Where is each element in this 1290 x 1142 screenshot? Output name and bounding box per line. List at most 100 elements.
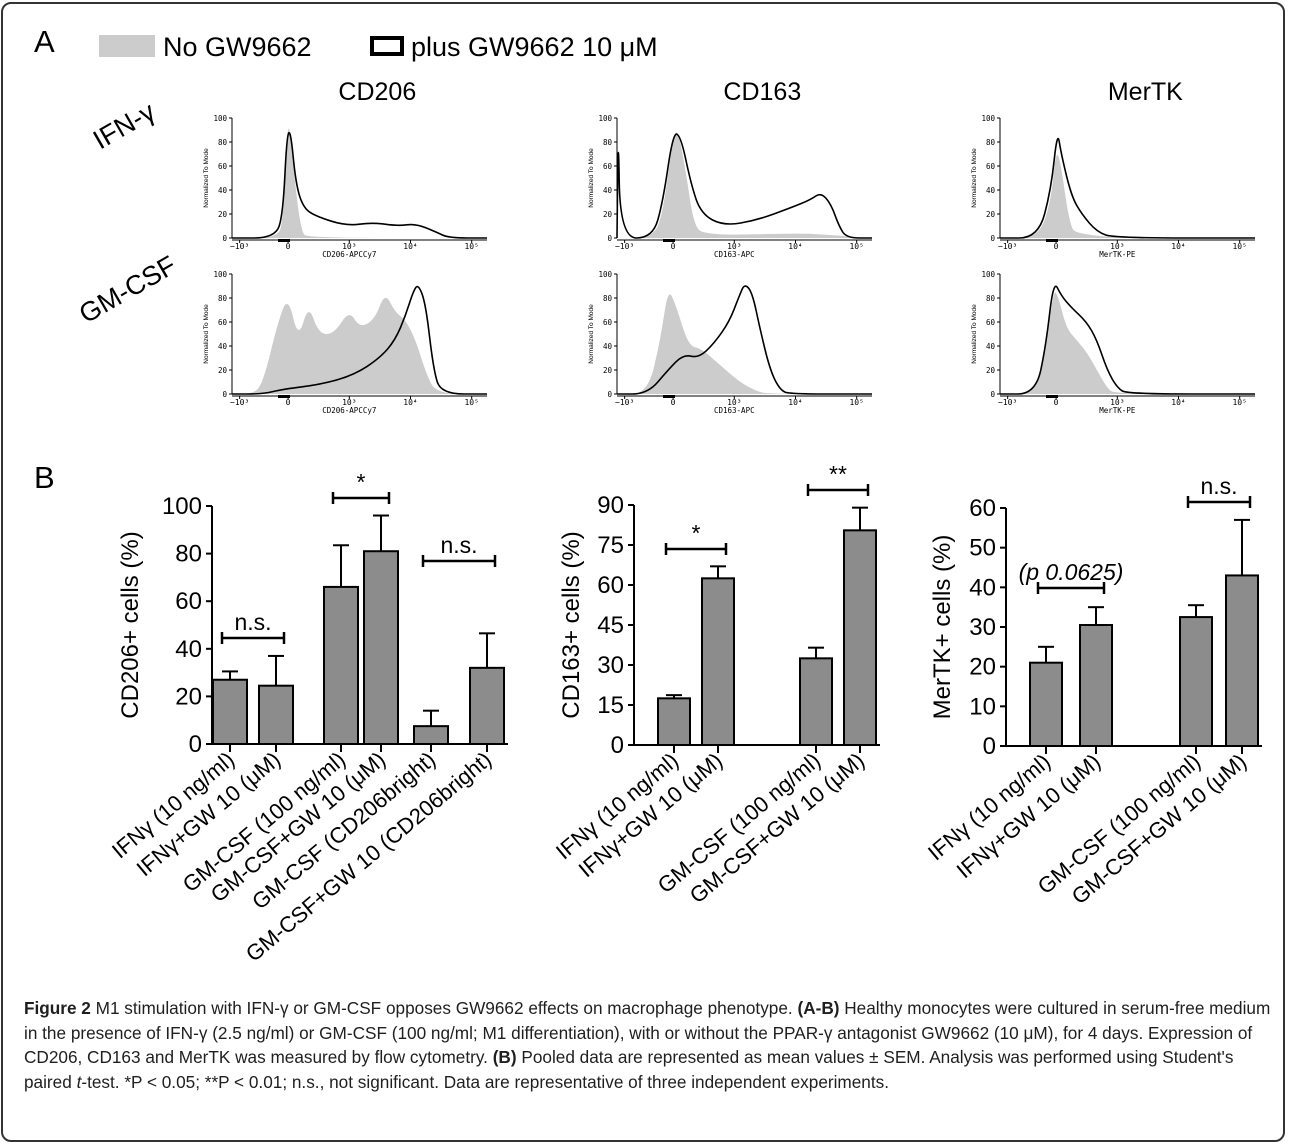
histogram-plus-gw-line (232, 285, 487, 395)
histogram-x-label: CD206-APCCy7 (322, 406, 376, 415)
histogram-x-tick-label: 10³ (1110, 242, 1124, 251)
histogram-y-tick-label: 20 (603, 366, 613, 375)
histogram-x-tick-label: 10⁴ (403, 242, 417, 251)
histogram-y-tick-label: 0 (222, 234, 227, 243)
bar (843, 529, 877, 746)
bar-y-label: CD206+ cells (%) (117, 531, 144, 718)
histogram-y-tick-label: 20 (986, 366, 996, 375)
bar-y-tick-label: 20 (175, 683, 202, 710)
caption-text-methods: Healthy monocytes were cultured in serum… (24, 998, 1271, 1067)
bar-y-tick-label: 50 (969, 535, 996, 562)
histogram-y-tick-label: 100 (981, 270, 995, 279)
legend-swatch-plus-gw (370, 36, 404, 56)
significance-label: n.s. (1200, 473, 1237, 499)
histogram-y-tick-label: 20 (218, 366, 228, 375)
bar-y-tick-label: 40 (175, 636, 202, 663)
histogram-y-label: Normalized To Mode (588, 304, 595, 364)
histogram-x-tick-label: 10⁴ (788, 242, 802, 251)
histogram-x-label: MerTK-PE (1099, 250, 1136, 259)
histogram-y-tick-label: 40 (603, 186, 613, 195)
bar-y-tick-label: 80 (175, 541, 202, 568)
bar (363, 550, 399, 745)
bar (212, 678, 248, 745)
panel-label-a: A (34, 24, 55, 59)
histogram-x-tick-label: 10³ (727, 398, 741, 407)
histogram-y-tick-label: 0 (222, 390, 227, 399)
histogram-y-tick-label: 40 (986, 186, 996, 195)
histogram-y-tick-label: 0 (607, 390, 612, 399)
legend-label-no-gw: No GW9662 (163, 32, 312, 62)
bar (1179, 616, 1213, 747)
histogram-y-tick-label: 40 (218, 342, 228, 351)
bar-y-tick-label: 40 (969, 574, 996, 601)
panel-label-b: B (34, 460, 55, 495)
histogram-y-tick-label: 0 (607, 234, 612, 243)
significance-label: ** (829, 461, 847, 487)
histogram-x-tick-label: 10³ (727, 242, 741, 251)
bar-y-tick-label: 0 (189, 731, 202, 758)
histogram-y-label: Normalized To Mode (971, 148, 978, 208)
histogram-plus-gw-line (999, 137, 1255, 239)
histogram-x-tick-label: 10⁵ (849, 242, 863, 251)
histogram-y-tick-label: 0 (990, 234, 995, 243)
histogram-zero-marker (663, 239, 675, 242)
bar (1029, 661, 1063, 748)
significance-label: n.s. (440, 532, 477, 558)
histogram-y-tick-label: 100 (598, 114, 612, 123)
caption-ref-b: (B) (492, 1047, 517, 1067)
histogram-y-label: Normalized To Mode (588, 148, 595, 208)
histogram-x-label: CD163-APC (714, 250, 755, 259)
histogram-zero-marker (663, 395, 675, 398)
histogram-no-gw-fill (617, 294, 872, 394)
histogram-y-tick-label: 60 (986, 318, 996, 327)
histogram-zero-marker (1046, 239, 1058, 242)
caption-title: M1 stimulation with IFN-γ or GM-CSF oppo… (95, 998, 793, 1018)
caption-ref-ab: (A-B) (797, 998, 840, 1018)
histogram-plus-gw-line (231, 131, 487, 239)
histogram-no-gw-fill (232, 128, 487, 238)
bar (1079, 624, 1113, 747)
histogram-title: CD206 (338, 78, 416, 106)
histogram-x-tick-label: 10³ (1110, 398, 1124, 407)
histogram-y-tick-label: 100 (213, 114, 227, 123)
figure-caption: Figure 2 M1 stimulation with IFN-γ or GM… (24, 996, 1274, 1094)
bar-y-tick-label: 30 (597, 652, 624, 679)
histogram-y-tick-label: 0 (990, 390, 995, 399)
histogram-no-gw-fill (1000, 154, 1255, 238)
histogram-x-tick-label: 10⁵ (464, 398, 478, 407)
histogram-x-tick-label: 10³ (342, 398, 356, 407)
histogram-y-tick-label: 60 (603, 318, 613, 327)
bar (657, 697, 691, 746)
histogram-x-tick-label: 0 (1054, 398, 1059, 407)
bar-y-tick-label: 15 (597, 692, 624, 719)
significance-label: (p 0.0625) (1019, 559, 1124, 585)
histogram-no-gw-fill (1000, 292, 1255, 394)
bar (1225, 574, 1259, 748)
histogram-x-tick-label: −10³ (615, 242, 634, 251)
histogram-y-tick-label: 80 (986, 294, 996, 303)
bar-y-tick-label: 20 (969, 654, 996, 681)
histogram-y-tick-label: 60 (218, 318, 228, 327)
bar-y-tick-label: 10 (969, 693, 996, 720)
histogram-x-tick-label: 0 (286, 398, 291, 407)
bar (469, 666, 505, 746)
histogram-x-label: CD206-APCCy7 (322, 250, 376, 259)
histogram-y-tick-label: 40 (218, 186, 228, 195)
histogram-y-tick-label: 60 (986, 162, 996, 171)
histogram-zero-marker (1046, 395, 1058, 398)
histogram-y-tick-label: 100 (981, 114, 995, 123)
histogram-y-tick-label: 40 (986, 342, 996, 351)
histogram-no-gw-fill (232, 297, 487, 394)
bar-y-tick-label: 100 (162, 493, 202, 520)
bar-y-tick-label: 60 (597, 572, 624, 599)
bar-y-tick-label: 60 (175, 588, 202, 615)
histogram-y-label: Normalized To Mode (203, 148, 210, 208)
